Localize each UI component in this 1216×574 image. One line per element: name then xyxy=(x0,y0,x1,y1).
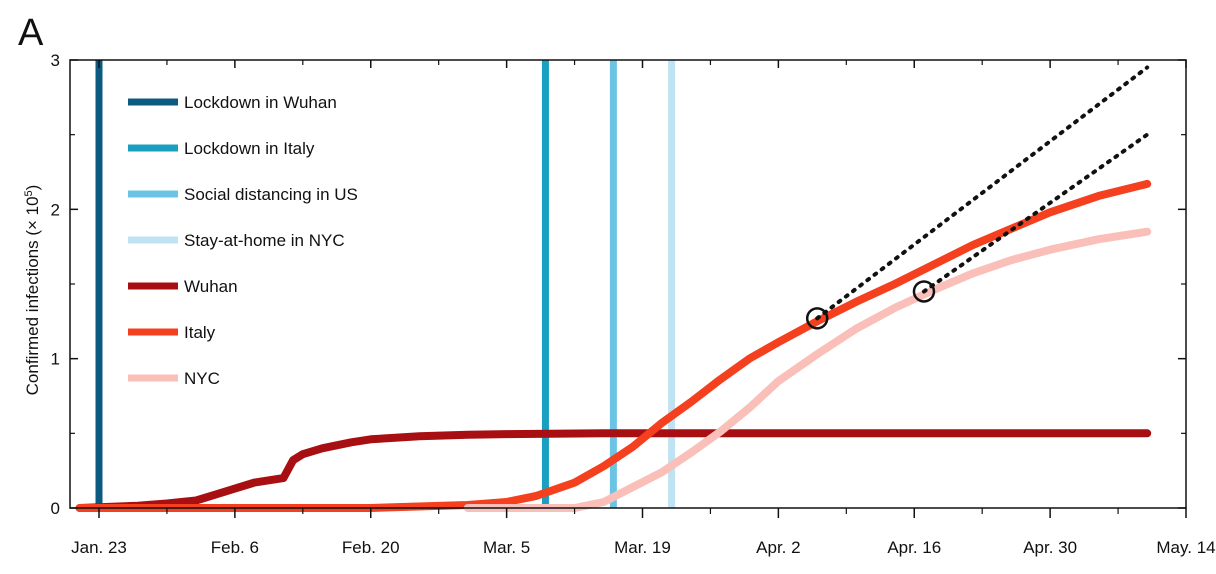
x-tick-label-5: Apr. 2 xyxy=(756,538,800,557)
x-tick-label-4: Mar. 19 xyxy=(614,538,671,557)
legend-label-5: Italy xyxy=(184,323,216,342)
y-axis-title-close: ) xyxy=(23,185,42,191)
legend-label-6: NYC xyxy=(184,369,220,388)
panel-label: A xyxy=(18,12,44,54)
annotation-circle-1 xyxy=(912,280,936,303)
y-axis-title: Confirmed infections (× 105) xyxy=(23,185,42,396)
legend-label-0: Lockdown in Wuhan xyxy=(184,93,337,112)
series-line-italy xyxy=(75,179,1152,512)
annotations xyxy=(805,65,1150,330)
annotation-circle-0 xyxy=(805,307,829,330)
dotted-projection-line-3 xyxy=(921,132,1150,294)
x-tick-label-7: Apr. 30 xyxy=(1023,538,1077,557)
series-lines xyxy=(75,179,1152,512)
ticks: 0 1 2 3 Jan. 23 Feb. 6 Feb. 20 Mar. 5 Mar. 19 Apr… xyxy=(51,51,1216,557)
x-tick-label-0: Jan. 23 xyxy=(71,538,127,557)
x-tick-label-8: May. 14 xyxy=(1156,538,1215,557)
series-line-nyc xyxy=(463,227,1152,512)
legend: Lockdown in Wuhan Lockdown in Italy Social… xyxy=(128,93,358,388)
y-tick-label-0: 0 xyxy=(51,499,60,518)
x-tick-label-1: Feb. 6 xyxy=(211,538,259,557)
y-tick-label-3: 3 xyxy=(51,51,60,70)
legend-label-1: Lockdown in Italy xyxy=(184,139,315,158)
legend-label-3: Stay-at-home in NYC xyxy=(184,231,345,250)
x-tick-label-2: Feb. 20 xyxy=(342,538,400,557)
y-tick-label-2: 2 xyxy=(51,200,60,219)
x-tick-label-6: Apr. 16 xyxy=(887,538,941,557)
y-tick-label-1: 1 xyxy=(51,350,60,369)
y-axis-title-text: Confirmed infections (× 10 xyxy=(23,196,42,395)
legend-label-4: Wuhan xyxy=(184,277,238,296)
dotted-projection-line-2 xyxy=(815,65,1150,321)
series-line-wuhan xyxy=(75,429,1152,512)
legend-label-2: Social distancing in US xyxy=(184,185,358,204)
y-axis-title-exponent: 5 xyxy=(23,190,35,196)
x-tick-label-3: Mar. 5 xyxy=(483,538,530,557)
